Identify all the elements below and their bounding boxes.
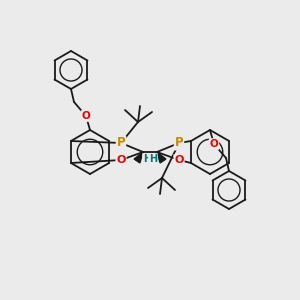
Polygon shape (157, 152, 166, 163)
Text: H: H (149, 154, 157, 164)
Text: H: H (143, 154, 151, 164)
Polygon shape (134, 152, 143, 163)
Text: O: O (116, 155, 126, 165)
Text: P: P (175, 136, 183, 149)
Text: O: O (82, 111, 90, 121)
Text: P: P (117, 136, 125, 149)
Text: O: O (174, 155, 184, 165)
Text: O: O (210, 139, 218, 149)
